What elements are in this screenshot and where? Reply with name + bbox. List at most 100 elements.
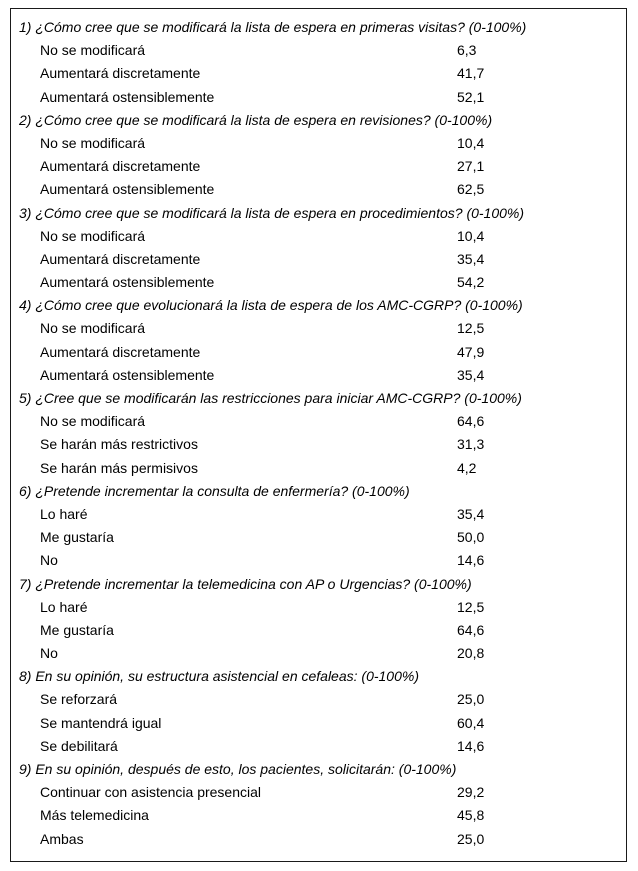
option-row-2-3: Aumentará ostensiblemente 62,5 bbox=[19, 178, 618, 201]
option-value: 62,5 bbox=[457, 181, 485, 198]
question-text: 9) En su opinión, después de esto, los p… bbox=[19, 761, 457, 777]
question-row-3: 3) ¿Cómo cree que se modificará la lista… bbox=[19, 202, 618, 225]
option-value: 25,0 bbox=[457, 691, 485, 708]
question-text: 7) ¿Pretende incrementar la telemedicina… bbox=[19, 575, 472, 592]
option-label: No se modificará bbox=[40, 227, 146, 244]
option-row-6-1: Lo haré 35,4 bbox=[19, 503, 618, 526]
option-value: 64,6 bbox=[457, 413, 485, 430]
option-value: 60,4 bbox=[457, 714, 485, 731]
question-row-2: 2) ¿Cómo cree que se modificará la lista… bbox=[19, 109, 618, 132]
option-value: 10,4 bbox=[457, 134, 485, 151]
question-row-1: 1) ¿Cómo cree que se modificará la lista… bbox=[19, 16, 618, 39]
option-value: 35,4 bbox=[457, 505, 485, 522]
question-text: 8) En su opinión, su estructura asistenc… bbox=[19, 668, 419, 685]
option-row-6-3: No 14,6 bbox=[19, 549, 618, 572]
question-row-5: 5) ¿Cree que se modificarán las restricc… bbox=[19, 387, 618, 410]
option-row-5-2: Se harán más restrictivos 31,3 bbox=[19, 433, 618, 456]
option-value: 14,6 bbox=[457, 552, 485, 569]
option-value: 41,7 bbox=[457, 65, 485, 82]
survey-table: 1) ¿Cómo cree que se modificará la lista… bbox=[10, 8, 627, 862]
option-row-1-3: Aumentará ostensiblemente 52,1 bbox=[19, 86, 618, 109]
option-row-8-1: Se reforzará 25,0 bbox=[19, 688, 618, 711]
option-row-3-2: Aumentará discretamente 35,4 bbox=[19, 248, 618, 271]
option-label: Se harán más restrictivos bbox=[40, 436, 198, 453]
option-value: 45,8 bbox=[457, 807, 485, 824]
option-value: 64,6 bbox=[457, 621, 485, 638]
option-label: No bbox=[40, 645, 58, 662]
question-row-9: 9) En su opinión, después de esto, los p… bbox=[19, 758, 618, 781]
option-value: 20,8 bbox=[457, 645, 485, 662]
option-value: 12,5 bbox=[457, 320, 485, 337]
option-label: Se reforzará bbox=[40, 691, 118, 708]
option-label: No se modificará bbox=[40, 42, 146, 59]
option-row-8-3: Se debilitará 14,6 bbox=[19, 735, 618, 758]
question-row-7: 7) ¿Pretende incrementar la telemedicina… bbox=[19, 573, 618, 596]
option-row-8-2: Se mantendrá igual 60,4 bbox=[19, 712, 618, 735]
option-label: Aumentará ostensiblemente bbox=[40, 366, 215, 383]
option-label: No bbox=[40, 552, 58, 569]
option-row-2-1: No se modificará 10,4 bbox=[19, 132, 618, 155]
option-label: Aumentará ostensiblemente bbox=[40, 274, 215, 291]
option-row-5-1: No se modificará 64,6 bbox=[19, 410, 618, 433]
question-text: 5) ¿Cree que se modificarán las restricc… bbox=[19, 390, 522, 406]
question-row-6: 6) ¿Pretende incrementar la consulta de … bbox=[19, 480, 618, 503]
question-row-8: 8) En su opinión, su estructura asistenc… bbox=[19, 665, 618, 688]
option-row-2-2: Aumentará discretamente 27,1 bbox=[19, 155, 618, 178]
option-value: 10,4 bbox=[457, 227, 485, 244]
option-label: No se modificará bbox=[40, 134, 146, 151]
option-row-3-1: No se modificará 10,4 bbox=[19, 225, 618, 248]
option-value: 4,2 bbox=[457, 459, 477, 476]
option-value: 14,6 bbox=[457, 737, 485, 754]
option-label: Aumentará ostensiblemente bbox=[40, 88, 215, 105]
option-label: Se harán más permisivos bbox=[40, 459, 198, 476]
option-row-7-2: Me gustaría 64,6 bbox=[19, 619, 618, 642]
option-value: 12,5 bbox=[457, 598, 485, 615]
option-row-5-3: Se harán más permisivos 4,2 bbox=[19, 457, 618, 480]
option-row-7-1: Lo haré 12,5 bbox=[19, 596, 618, 619]
option-value: 31,3 bbox=[457, 436, 485, 453]
option-value: 29,2 bbox=[457, 784, 485, 801]
option-label: Lo haré bbox=[40, 598, 88, 615]
question-row-4: 4) ¿Cómo cree que evolucionará la lista … bbox=[19, 294, 618, 317]
option-label: Lo haré bbox=[40, 505, 88, 522]
option-value: 47,9 bbox=[457, 343, 485, 360]
option-row-1-2: Aumentará discretamente 41,7 bbox=[19, 62, 618, 85]
option-row-1-1: No se modificará 6,3 bbox=[19, 39, 618, 62]
option-row-4-1: No se modificará 12,5 bbox=[19, 317, 618, 340]
option-label: No se modificará bbox=[40, 320, 146, 337]
option-value: 52,1 bbox=[457, 88, 485, 105]
option-row-9-1: Continuar con asistencia presencial 29,2 bbox=[19, 781, 618, 804]
question-text: 1) ¿Cómo cree que se modificará la lista… bbox=[19, 19, 527, 35]
option-row-9-2: Más telemedicina 45,8 bbox=[19, 804, 618, 827]
option-row-7-3: No 20,8 bbox=[19, 642, 618, 665]
option-label: Aumentará discretamente bbox=[40, 343, 201, 360]
option-label: Me gustaría bbox=[40, 621, 114, 638]
option-label: Aumentará ostensiblemente bbox=[40, 181, 215, 198]
question-text: 3) ¿Cómo cree que se modificará la lista… bbox=[19, 204, 525, 221]
option-label: Aumentará discretamente bbox=[40, 65, 201, 82]
option-row-6-2: Me gustaría 50,0 bbox=[19, 526, 618, 549]
option-value: 27,1 bbox=[457, 158, 485, 175]
option-value: 6,3 bbox=[457, 42, 477, 59]
option-row-4-3: Aumentará ostensiblemente 35,4 bbox=[19, 364, 618, 387]
option-row-9-3: Ambas 25,0 bbox=[19, 828, 618, 851]
option-value: 50,0 bbox=[457, 529, 485, 546]
option-value: 35,4 bbox=[457, 366, 485, 383]
option-value: 25,0 bbox=[457, 830, 485, 847]
option-row-4-2: Aumentará discretamente 47,9 bbox=[19, 341, 618, 364]
option-label: Aumentará discretamente bbox=[40, 158, 201, 175]
option-label: Aumentará discretamente bbox=[40, 250, 201, 267]
option-label: Más telemedicina bbox=[40, 807, 149, 824]
question-text: 6) ¿Pretende incrementar la consulta de … bbox=[19, 482, 410, 499]
question-text: 4) ¿Cómo cree que evolucionará la lista … bbox=[19, 297, 523, 314]
option-label: Se mantendrá igual bbox=[40, 714, 162, 731]
option-value: 35,4 bbox=[457, 250, 485, 267]
option-label: Ambas bbox=[40, 830, 84, 847]
question-text: 2) ¿Cómo cree que se modificará la lista… bbox=[19, 111, 493, 128]
option-label: Me gustaría bbox=[40, 529, 114, 546]
option-label: Continuar con asistencia presencial bbox=[40, 784, 262, 801]
option-value: 54,2 bbox=[457, 274, 485, 291]
option-row-3-3: Aumentará ostensiblemente 54,2 bbox=[19, 271, 618, 294]
option-label: No se modificará bbox=[40, 413, 146, 430]
option-label: Se debilitará bbox=[40, 737, 118, 754]
